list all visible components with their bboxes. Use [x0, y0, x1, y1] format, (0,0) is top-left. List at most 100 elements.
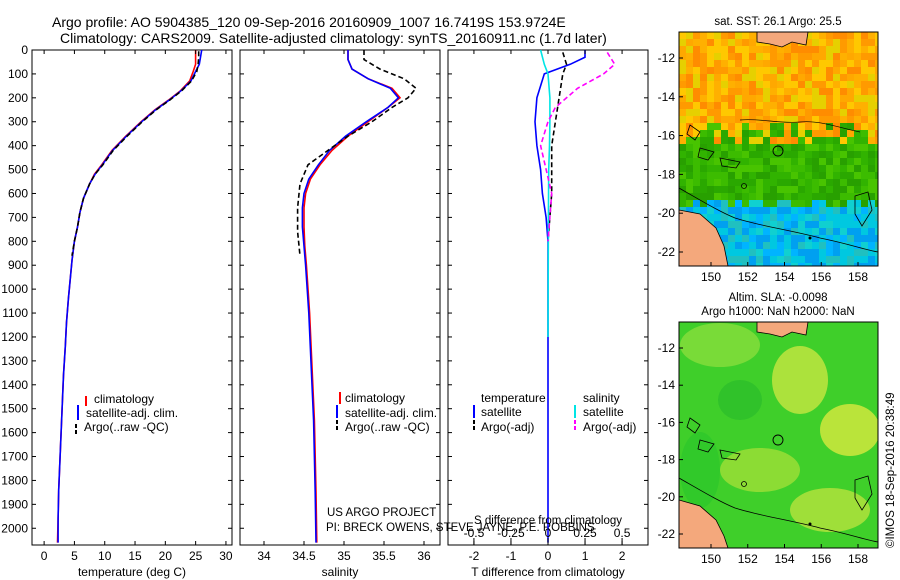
sst-cell	[784, 228, 791, 235]
sla-map	[679, 322, 878, 548]
sst-cell	[714, 200, 721, 207]
sst-cell	[763, 200, 770, 207]
sst-cell	[707, 200, 714, 207]
sst-cell	[721, 207, 728, 214]
sst-cell	[812, 165, 819, 172]
sst-cell	[756, 60, 763, 67]
sst-cell	[679, 102, 686, 109]
sst-cell	[777, 151, 784, 158]
sst-cell	[812, 130, 819, 137]
sst-cell	[784, 158, 791, 165]
sst-cell	[714, 81, 721, 88]
sst-cell	[728, 88, 735, 95]
sst-cell	[819, 74, 826, 81]
sst-cell	[847, 74, 854, 81]
sst-cell	[854, 200, 861, 207]
sst-cell	[875, 179, 878, 186]
sst-cell	[812, 158, 819, 165]
y-tick-label: 600	[8, 186, 28, 200]
sst-cell	[777, 46, 784, 53]
sst-cell	[812, 214, 819, 221]
legend-satellite: satellite-adj. clim.	[86, 406, 178, 420]
x-tick-label: 2	[619, 549, 626, 563]
sst-cell	[875, 39, 878, 46]
sst-cell	[728, 95, 735, 102]
sst-cell	[763, 53, 770, 60]
series-satellite-adj-clim-	[301, 50, 400, 543]
sst-cell	[840, 95, 847, 102]
sst-cell	[714, 165, 721, 172]
sst-cell	[770, 165, 777, 172]
sst-cell	[798, 151, 805, 158]
sst-cell	[875, 207, 878, 214]
sst-cell	[770, 102, 777, 109]
sst-cell	[833, 256, 840, 263]
sst-cell	[826, 123, 833, 130]
sst-cell	[833, 263, 840, 266]
sst-cell	[728, 228, 735, 235]
y-tick-label: 1700	[1, 450, 28, 464]
sst-cell	[861, 158, 868, 165]
sst-cell	[735, 67, 742, 74]
sst-cell	[798, 130, 805, 137]
sst-cell	[742, 102, 749, 109]
sst-cell	[679, 81, 686, 88]
sst-cell	[770, 186, 777, 193]
sst-cell	[833, 144, 840, 151]
sst-cell	[868, 130, 875, 137]
sst-cell	[700, 165, 707, 172]
sst-cell	[749, 81, 756, 88]
sst-cell	[693, 179, 700, 186]
sst-cell	[826, 200, 833, 207]
series-satellite-adj-clim-	[57, 49, 203, 543]
sst-cell	[861, 249, 868, 256]
sst-cell	[742, 130, 749, 137]
sst-cell	[679, 88, 686, 95]
sst-cell	[735, 53, 742, 60]
sst-cell	[700, 179, 707, 186]
sst-cell	[763, 102, 770, 109]
sst-cell	[770, 179, 777, 186]
sst-cell	[693, 207, 700, 214]
sst-cell	[763, 116, 770, 123]
sst-cell	[777, 228, 784, 235]
sst-cell	[714, 74, 721, 81]
sst-cell	[812, 228, 819, 235]
sst-cell	[826, 165, 833, 172]
sst-cell	[861, 193, 868, 200]
sst-cell	[861, 263, 868, 266]
sst-cell	[777, 193, 784, 200]
sst-cell	[700, 151, 707, 158]
sst-cell	[777, 144, 784, 151]
sst-cell	[763, 172, 770, 179]
sst-cell	[854, 151, 861, 158]
sst-cell	[714, 95, 721, 102]
sst-cell	[826, 46, 833, 53]
sst-cell	[840, 207, 847, 214]
series-temperature-argo-adj-	[547, 52, 568, 242]
sst-cell	[812, 88, 819, 95]
sst-cell	[861, 123, 868, 130]
sst-cell	[784, 151, 791, 158]
sst-cell	[875, 158, 878, 165]
sst-cell	[875, 53, 878, 60]
sst-cell	[784, 123, 791, 130]
sst-cell	[686, 179, 693, 186]
sst-cell	[826, 228, 833, 235]
sst-cell	[735, 109, 742, 116]
sst-cell	[693, 172, 700, 179]
sst-cell	[861, 88, 868, 95]
sst-cell	[714, 172, 721, 179]
sst-cell	[805, 263, 812, 266]
sst-cell	[707, 81, 714, 88]
sst-cell	[784, 144, 791, 151]
sst-cell	[805, 74, 812, 81]
sst-cell	[875, 214, 878, 221]
sst-cell	[840, 235, 847, 242]
sst-cell	[700, 46, 707, 53]
sst-cell	[819, 228, 826, 235]
y-tick-label: 1900	[1, 497, 28, 511]
sst-cell	[721, 102, 728, 109]
sst-cell	[728, 81, 735, 88]
sst-cell	[707, 123, 714, 130]
